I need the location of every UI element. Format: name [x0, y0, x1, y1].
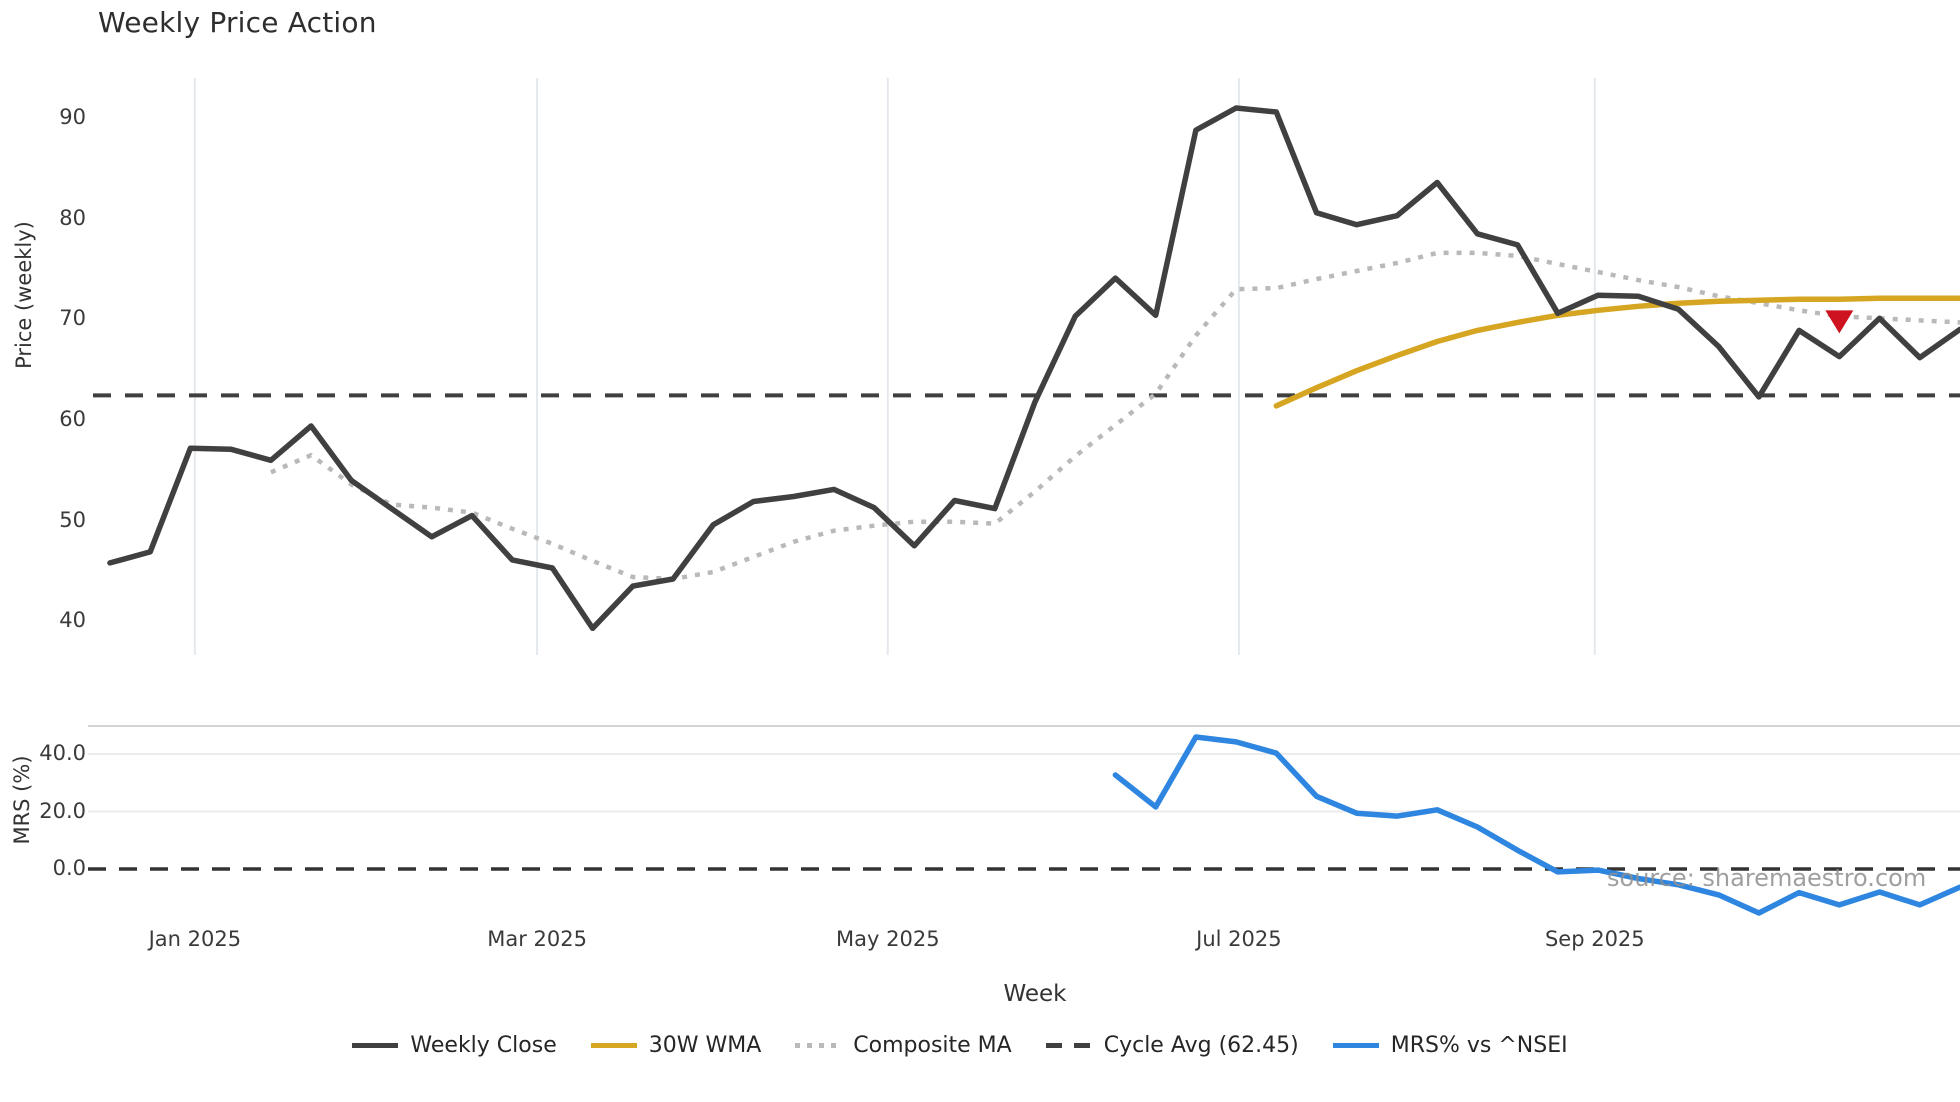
- legend-item: Cycle Avg (62.45): [1045, 1033, 1299, 1058]
- wma-30w-line: [1273, 295, 1960, 409]
- chart-title: Weekly Price Action: [98, 6, 377, 39]
- legend-item: MRS% vs ^NSEI: [1332, 1033, 1568, 1058]
- mrs-y-tick: 20.0: [39, 798, 86, 823]
- legend-item: Composite MA: [795, 1033, 1012, 1058]
- x-tick: Mar 2025: [487, 927, 587, 951]
- composite-ma-line: [270, 250, 1960, 582]
- mrs-y-tick: 0.0: [52, 856, 86, 880]
- legend-label: 30W WMA: [648, 1033, 762, 1058]
- price-y-tick: 50: [59, 507, 86, 532]
- legend-swatch: [352, 1043, 399, 1048]
- price-y-tick: 80: [59, 205, 86, 230]
- weekly-close-line: [107, 105, 1960, 632]
- price-axis-label: Price (weekly): [12, 221, 36, 369]
- x-tick: Jul 2025: [1196, 927, 1282, 951]
- x-tick: Jan 2025: [148, 927, 242, 951]
- legend-swatch: [1045, 1043, 1092, 1048]
- legend-item: Weekly Close: [352, 1033, 557, 1058]
- legend-swatch: [1332, 1043, 1379, 1048]
- legend-label: Composite MA: [853, 1033, 1012, 1058]
- legend-label: Weekly Close: [410, 1033, 557, 1058]
- legend-swatch: [795, 1043, 842, 1048]
- x-axis-label: Week: [1003, 981, 1067, 1007]
- legend-item: 30W WMA: [590, 1033, 762, 1058]
- price-y-tick: 90: [59, 105, 86, 130]
- price-y-tick: 70: [59, 306, 86, 331]
- price-y-tick: 60: [59, 407, 86, 431]
- x-tick: Sep 2025: [1544, 927, 1645, 951]
- source-watermark: source: sharemaestro.com: [1607, 864, 1927, 892]
- sell-signal-marker: [1825, 310, 1854, 334]
- chart-legend: Weekly Close 30W WMA Composite MA Cycle Avg…: [0, 1033, 1920, 1058]
- mrs-y-tick: 40.0: [39, 741, 86, 765]
- x-tick: May 2025: [836, 927, 940, 951]
- price-y-tick: 40: [59, 608, 86, 633]
- legend-swatch: [590, 1043, 637, 1048]
- legend-label: MRS% vs ^NSEI: [1390, 1033, 1568, 1058]
- legend-label: Cycle Avg (62.45): [1103, 1033, 1299, 1058]
